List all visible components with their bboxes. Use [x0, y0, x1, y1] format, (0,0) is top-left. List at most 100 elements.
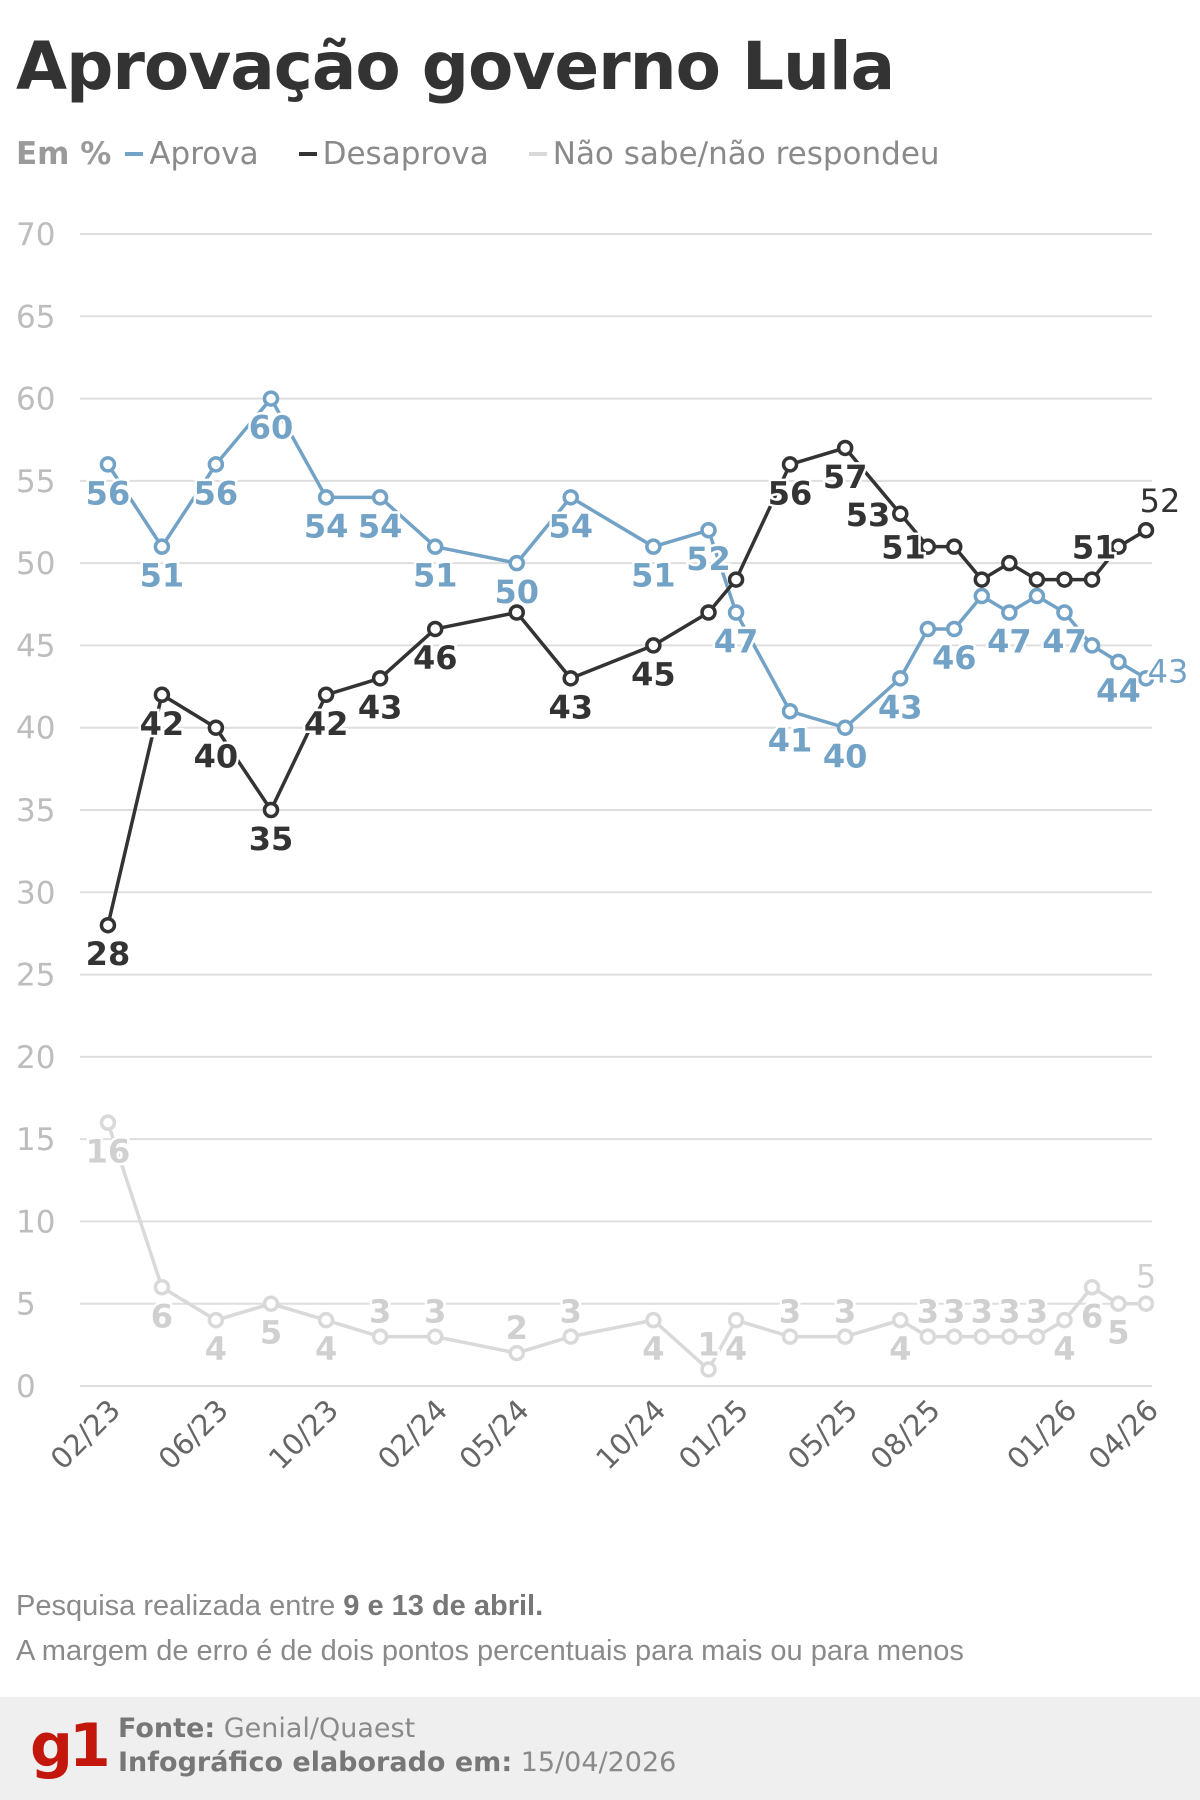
- data-label: 4: [1053, 1330, 1075, 1368]
- data-label: 3: [560, 1293, 582, 1331]
- data-label: 40: [194, 738, 239, 776]
- x-tick-label: 01/25: [672, 1393, 755, 1476]
- data-label: 41: [768, 721, 813, 759]
- y-tick-label: 30: [16, 875, 55, 911]
- data-label: 6: [151, 1297, 173, 1335]
- data-point: [645, 637, 662, 654]
- data-label: 47: [714, 623, 759, 661]
- data-label: 43: [1148, 652, 1189, 690]
- data-point: [781, 703, 799, 720]
- data-point: [945, 620, 963, 638]
- y-tick-label: 60: [16, 382, 55, 418]
- data-point: [892, 670, 909, 687]
- data-point: [99, 1114, 117, 1131]
- data-point: [1056, 1311, 1073, 1329]
- x-tick-label: 08/25: [864, 1393, 947, 1476]
- made-date: 15/04/2026: [520, 1747, 677, 1778]
- data-point: [1083, 637, 1101, 654]
- data-point: [508, 1344, 525, 1362]
- data-label: 1: [697, 1326, 719, 1364]
- data-label: 51: [413, 557, 458, 595]
- y-tick-label: 40: [16, 711, 55, 747]
- data-label: 52: [686, 540, 731, 578]
- data-point: [562, 1328, 579, 1345]
- data-label: 5: [260, 1314, 282, 1352]
- data-point: [262, 1295, 280, 1312]
- data-point: [1028, 587, 1046, 605]
- data-label: 46: [932, 639, 977, 677]
- x-tick-label: 02/23: [44, 1393, 127, 1476]
- legend-label: Aprova: [149, 136, 259, 172]
- data-label: 4: [315, 1330, 337, 1368]
- data-point: [1001, 554, 1018, 572]
- note-margin: A margem de erro é de dois pontos percen…: [16, 1635, 964, 1667]
- data-label: 3: [998, 1293, 1020, 1331]
- data-label: 4: [725, 1330, 747, 1368]
- y-tick-label: 35: [16, 793, 55, 829]
- data-point: [645, 538, 662, 555]
- data-label: 45: [631, 655, 676, 693]
- data-point: [973, 587, 991, 605]
- source-value: Genial/Quaest: [223, 1713, 416, 1744]
- data-label: 54: [548, 507, 593, 545]
- note-dates: 9 e 13 de abril.: [343, 1590, 544, 1622]
- data-point: [153, 538, 171, 555]
- data-label: 2: [506, 1309, 528, 1347]
- data-point: [207, 456, 225, 473]
- data-label: 47: [1042, 623, 1087, 661]
- data-point: [1110, 538, 1127, 555]
- data-point: [645, 1311, 662, 1329]
- data-label: 3: [834, 1293, 856, 1331]
- data-point: [1137, 521, 1155, 539]
- y-tick-label: 20: [16, 1040, 55, 1076]
- legend-item-nsnr: Não sabe/não respondeu: [528, 136, 940, 172]
- y-tick-label: 25: [16, 958, 55, 994]
- data-label: 56: [768, 474, 813, 512]
- data-point: [1056, 604, 1073, 621]
- data-point: [508, 604, 525, 621]
- data-point: [919, 620, 937, 638]
- y-tick-label: 65: [16, 299, 55, 335]
- made-label: Infográfico elaborado em:: [118, 1747, 513, 1778]
- legend-label: Não sabe/não respondeu: [552, 136, 940, 172]
- data-label: 3: [917, 1293, 939, 1331]
- y-tick-label: 70: [16, 217, 55, 253]
- legend-swatch: [125, 152, 144, 156]
- data-point: [892, 505, 909, 523]
- data-label: 4: [889, 1330, 911, 1368]
- data-label: 56: [86, 474, 131, 512]
- data-label: 3: [1026, 1293, 1048, 1331]
- data-point: [317, 1311, 335, 1329]
- data-point: [919, 1328, 937, 1345]
- data-point: [1028, 571, 1046, 588]
- data-point: [836, 1328, 854, 1345]
- data-label: 4: [205, 1330, 227, 1368]
- data-point: [207, 719, 225, 736]
- data-label: 46: [413, 639, 458, 677]
- data-label: 47: [987, 623, 1032, 661]
- data-label: 53: [846, 496, 891, 534]
- data-label: 3: [779, 1293, 801, 1331]
- data-label: 54: [358, 507, 403, 545]
- data-label: 51: [881, 529, 926, 567]
- data-label: 5: [1136, 1258, 1156, 1296]
- data-point: [973, 1328, 991, 1345]
- data-point: [781, 1328, 799, 1345]
- data-label: 51: [1072, 529, 1117, 567]
- data-label: 43: [878, 688, 923, 726]
- data-point: [781, 456, 799, 473]
- data-label: 52: [1140, 482, 1181, 520]
- data-label: 6: [1081, 1297, 1103, 1335]
- data-point: [892, 1311, 909, 1329]
- x-tick-label: 01/26: [1000, 1393, 1083, 1476]
- data-point: [426, 538, 444, 555]
- x-tick-label: 05/24: [453, 1393, 536, 1476]
- data-point: [262, 390, 280, 407]
- legend-label: Desaprova: [322, 136, 489, 172]
- y-tick-label: 55: [16, 464, 55, 500]
- data-point: [700, 1361, 717, 1378]
- footer: g1 Fonte: Genial/Quaest Infográfico elab…: [0, 1697, 1200, 1800]
- source-line: Fonte: Genial/Quaest: [118, 1713, 415, 1744]
- data-point: [371, 489, 389, 506]
- data-point: [945, 1328, 963, 1345]
